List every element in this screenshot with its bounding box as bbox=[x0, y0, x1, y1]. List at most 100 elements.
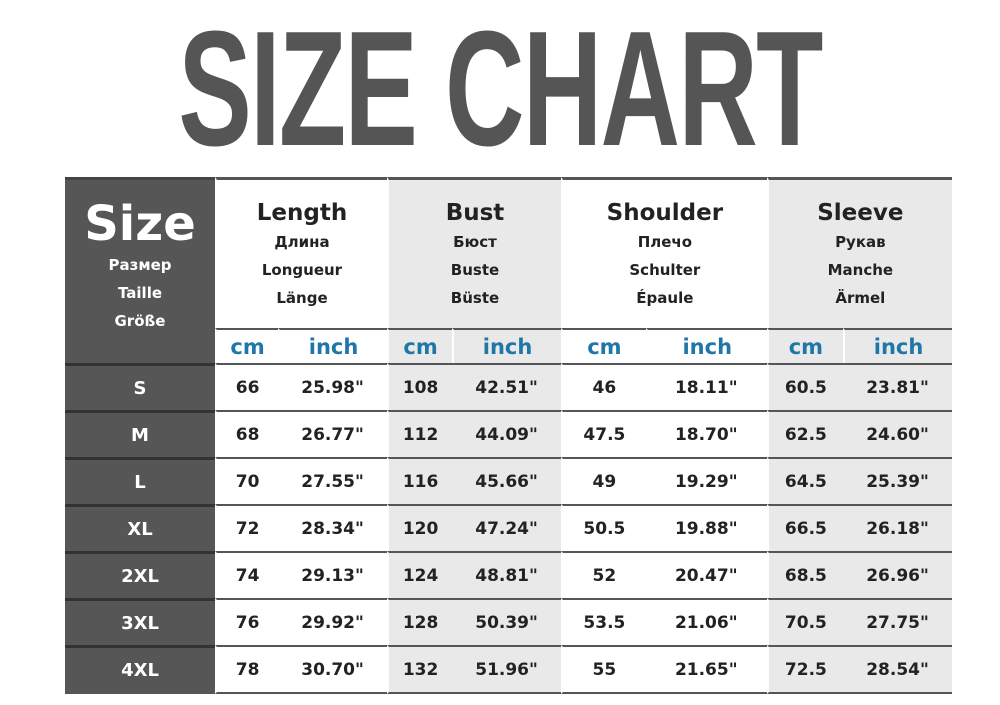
size-label: 3XL bbox=[65, 598, 215, 645]
group-translation: Ärmel bbox=[835, 289, 886, 307]
measurement-cell: 42.51" bbox=[452, 363, 561, 410]
unit-label: inch bbox=[645, 328, 767, 363]
measurement-cell: 124 bbox=[386, 551, 453, 598]
table-row: 4XL 78 30.70" 132 51.96" 55 21.65" 72.5 28.54" bbox=[65, 645, 952, 694]
size-label: S bbox=[65, 363, 215, 410]
measurement-cell: 28.54" bbox=[843, 645, 952, 694]
group-header-length: Length Длина Longueur Länge bbox=[215, 177, 387, 328]
measurement-cell: 44.09" bbox=[452, 410, 561, 457]
measurement-cell: 25.39" bbox=[843, 457, 952, 504]
size-label: M bbox=[65, 410, 215, 457]
measurement-cell: 62.5 bbox=[766, 410, 844, 457]
table-row: 2XL 74 29.13" 124 48.81" 52 20.47" 68.5 26.96" bbox=[65, 551, 952, 598]
group-translation: Manche bbox=[827, 261, 894, 279]
measurement-cell: 30.70" bbox=[278, 645, 387, 694]
table-row: 3XL 76 29.92" 128 50.39" 53.5 21.06" 70.5 27.75" bbox=[65, 598, 952, 645]
measurement-cell: 128 bbox=[386, 598, 453, 645]
measurement-cell: 45.66" bbox=[452, 457, 561, 504]
size-label: XL bbox=[65, 504, 215, 551]
measurement-cell: 25.98" bbox=[278, 363, 387, 410]
measurement-cell: 28.34" bbox=[278, 504, 387, 551]
measurement-cell: 27.75" bbox=[843, 598, 952, 645]
measurement-cell: 64.5 bbox=[766, 457, 844, 504]
measurement-cell: 68.5 bbox=[766, 551, 844, 598]
measurement-cell: 52 bbox=[560, 551, 646, 598]
measurement-cell: 24.60" bbox=[843, 410, 952, 457]
measurement-cell: 51.96" bbox=[452, 645, 561, 694]
measurement-cell: 72.5 bbox=[766, 645, 844, 694]
size-header: Size Размер Taille Größe bbox=[65, 177, 215, 363]
measurement-cell: 72 bbox=[215, 504, 279, 551]
measurement-cell: 26.96" bbox=[843, 551, 952, 598]
unit-label: cm bbox=[766, 328, 844, 363]
unit-label: inch bbox=[843, 328, 952, 363]
measurement-cell: 19.29" bbox=[645, 457, 767, 504]
size-header-translation: Taille bbox=[117, 283, 163, 302]
group-title: Length bbox=[256, 200, 348, 226]
table-row: S 66 25.98" 108 42.51" 46 18.11" 60.5 23.81" bbox=[65, 363, 952, 410]
measurement-cell: 70 bbox=[215, 457, 279, 504]
measurement-cell: 49 bbox=[560, 457, 646, 504]
size-label: L bbox=[65, 457, 215, 504]
size-table: Size Размер Taille Größe Length Длина Long… bbox=[65, 177, 952, 694]
measurement-cell: 112 bbox=[386, 410, 453, 457]
measurement-cell: 26.77" bbox=[278, 410, 387, 457]
group-translation: Рукав bbox=[835, 233, 886, 251]
group-translation: Плечо bbox=[637, 233, 693, 251]
measurement-cell: 78 bbox=[215, 645, 279, 694]
group-translation: Longueur bbox=[261, 261, 343, 279]
measurement-cell: 18.70" bbox=[645, 410, 767, 457]
measurement-cell: 116 bbox=[386, 457, 453, 504]
table-row: M 68 26.77" 112 44.09" 47.5 18.70" 62.5 24.60" bbox=[65, 410, 952, 457]
measurement-cell: 46 bbox=[560, 363, 646, 410]
size-header-label: Size bbox=[84, 196, 196, 252]
group-translation: Бюст bbox=[453, 233, 497, 251]
measurement-cell: 70.5 bbox=[766, 598, 844, 645]
table-row: XL 72 28.34" 120 47.24" 50.5 19.88" 66.5 26.18" bbox=[65, 504, 952, 551]
group-translation: Épaule bbox=[636, 289, 694, 307]
measurement-cell: 27.55" bbox=[278, 457, 387, 504]
measurement-cell: 18.11" bbox=[645, 363, 767, 410]
size-header-translation: Größe bbox=[114, 311, 166, 330]
group-header-bust: Bust Бюст Buste Büste bbox=[386, 177, 561, 328]
unit-row: cm inch cm inch cm inch cm inch bbox=[65, 328, 952, 363]
measurement-cell: 20.47" bbox=[645, 551, 767, 598]
measurement-cell: 53.5 bbox=[560, 598, 646, 645]
size-header-translation: Размер bbox=[108, 255, 172, 274]
size-chart-title: SIZE CHART bbox=[178, 0, 823, 181]
measurement-cell: 21.65" bbox=[645, 645, 767, 694]
group-translation: Länge bbox=[276, 289, 328, 307]
measurement-cell: 76 bbox=[215, 598, 279, 645]
measurement-cell: 50.5 bbox=[560, 504, 646, 551]
measurement-cell: 74 bbox=[215, 551, 279, 598]
measurement-cell: 29.13" bbox=[278, 551, 387, 598]
measurement-cell: 47.24" bbox=[452, 504, 561, 551]
group-title: Bust bbox=[445, 200, 505, 226]
group-header-sleeve: Sleeve Рукав Manche Ärmel bbox=[766, 177, 952, 328]
group-translation: Длина bbox=[274, 233, 330, 251]
measurement-cell: 29.92" bbox=[278, 598, 387, 645]
measurement-cell: 26.18" bbox=[843, 504, 952, 551]
measurement-cell: 132 bbox=[386, 645, 453, 694]
group-translation: Buste bbox=[450, 261, 500, 279]
measurement-cell: 66 bbox=[215, 363, 279, 410]
unit-label: inch bbox=[452, 328, 561, 363]
measurement-cell: 50.39" bbox=[452, 598, 561, 645]
unit-label: inch bbox=[278, 328, 387, 363]
size-label: 2XL bbox=[65, 551, 215, 598]
measurement-cell: 19.88" bbox=[645, 504, 767, 551]
measurement-cell: 68 bbox=[215, 410, 279, 457]
measurement-cell: 66.5 bbox=[766, 504, 844, 551]
header-row: Size Размер Taille Größe Length Длина Long… bbox=[65, 177, 952, 363]
measurement-cell: 108 bbox=[386, 363, 453, 410]
group-title: Sleeve bbox=[817, 200, 904, 226]
size-label: 4XL bbox=[65, 645, 215, 694]
measurement-cell: 60.5 bbox=[766, 363, 844, 410]
group-translation: Schulter bbox=[629, 261, 701, 279]
measurement-cell: 55 bbox=[560, 645, 646, 694]
group-translation: Büste bbox=[450, 289, 500, 307]
measurement-cell: 21.06" bbox=[645, 598, 767, 645]
measurement-cell: 47.5 bbox=[560, 410, 646, 457]
unit-label: cm bbox=[215, 328, 279, 363]
table-row: L 70 27.55" 116 45.66" 49 19.29" 64.5 25.39" bbox=[65, 457, 952, 504]
